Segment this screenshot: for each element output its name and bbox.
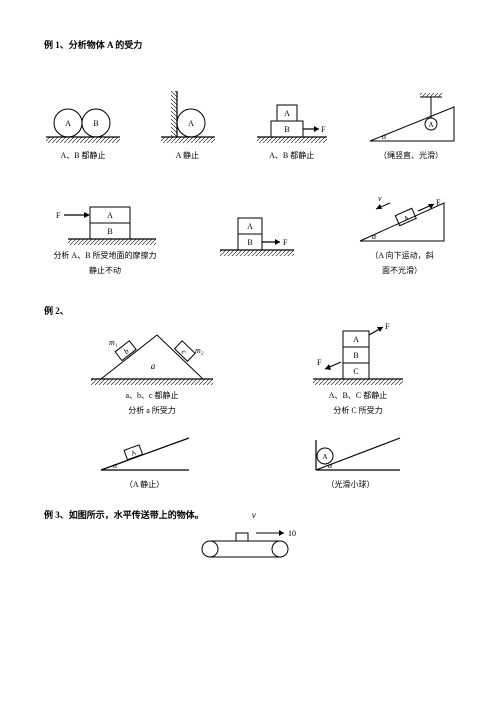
label-m2: m₂	[195, 346, 204, 355]
label-b: B	[284, 125, 289, 134]
ex1-r1-c1: A B A、B 都静止	[44, 103, 122, 161]
ex1-r2-c1-cap2: 静止不动	[89, 266, 121, 276]
ex1-r2-c3: α A v F （A 向下运动，斜 面不光滑）	[354, 195, 450, 276]
ex1-heading: 例 1、分析物体 A 的受力	[44, 38, 456, 51]
fig-ball-incline-string: A α	[366, 93, 456, 147]
fig-f-stack: A B F	[50, 201, 160, 247]
ex2-r1-c1-cap2: 分析 a 所受力	[128, 406, 176, 416]
ex2-row2: α A （A 静止） α A （光滑小球）	[44, 432, 456, 490]
label-v: v	[252, 510, 256, 520]
label-m1: m₁	[109, 338, 118, 347]
fig-conveyor: 10	[190, 527, 310, 561]
label-a-block: a	[151, 361, 156, 371]
ex1-r1-c1-cap: A、B 都静止	[60, 151, 105, 161]
ex3-fig-wrap: 10	[44, 527, 456, 561]
label-a: A	[65, 119, 71, 128]
ex2-r2-c2-cap: （光滑小球）	[327, 480, 375, 490]
ex1-r2-c2: A B F	[214, 214, 300, 258]
label-a: A	[322, 453, 327, 461]
ex1-r1-c4: A α （绳竖直、光滑）	[366, 93, 456, 161]
label-a: A	[247, 222, 253, 231]
ex1-r1-c4-cap: （绳竖直、光滑）	[379, 151, 443, 161]
ex2-r1-c1: a b m₁ c m₂ a、b、c 都静止 分析 a 所受力	[87, 325, 217, 416]
label-a: A	[428, 121, 433, 129]
ex2-r2-c1: α A （A 静止）	[95, 432, 195, 490]
label-a: A	[129, 449, 136, 458]
ex1-r2-c1-cap1: 分析 A、B 所受地面的摩擦力	[53, 251, 156, 261]
ex2-heading: 例 2、	[44, 304, 456, 317]
label-a: A	[353, 335, 359, 344]
label-a: A	[284, 109, 290, 118]
fig-stacked-f: A B F	[253, 97, 331, 147]
fig-two-circles: A B	[44, 103, 122, 147]
ex1-r1-c2: A A 静止	[157, 89, 217, 161]
ex2-row1: a b m₁ c m₂ a、b、c 都静止 分析 a 所受力 A B C	[44, 321, 456, 416]
ex2-r1-c2: A B C F F A、B、C 都静止 分析 C 所受力	[303, 321, 413, 416]
ex1-row1: A B A、B 都静止 A A 静止 A B	[44, 89, 456, 161]
label-c: C	[353, 367, 358, 376]
label-b: B	[107, 227, 112, 236]
ex1-r1-c3: A B F A、B 都静止	[253, 97, 331, 161]
fig-block-incline-vf: α A v F	[354, 195, 450, 247]
ex2-r2-c1-cap: （A 静止）	[125, 480, 164, 490]
ex2-r1-c2-cap1: A、B、C 都静止	[329, 391, 387, 401]
ex2-r1-c1-cap1: a、b、c 都静止	[125, 391, 178, 401]
fig-wedge-abc: a b m₁ c m₂	[87, 325, 217, 387]
ex3-row: 例 3、如图所示，水平传送带上的物体。 v	[44, 508, 456, 521]
label-alpha: α	[382, 132, 387, 141]
ex1-r2-c3-cap2: 面不光滑）	[382, 266, 422, 276]
label-b: B	[353, 351, 358, 360]
label-v: v	[378, 195, 382, 203]
ex1-r1-c3-cap: A、B 都静止	[269, 151, 314, 161]
label-f: F	[283, 238, 288, 247]
fig-abc-stack: A B C F F	[303, 321, 413, 387]
fig-block-incline: α A	[95, 432, 195, 476]
ex2-r1-c2-cap2: 分析 C 所受力	[333, 406, 382, 416]
label-a: A	[188, 119, 194, 128]
fig-circle-wall: A	[157, 89, 217, 147]
ex1-r1-c2-cap: A 静止	[176, 151, 199, 161]
label-b: B	[93, 119, 98, 128]
label-f: F	[436, 198, 441, 207]
ex1-r2-c3-cap1: （A 向下运动，斜	[370, 251, 433, 261]
label-f: F	[56, 211, 61, 220]
ex1-row2: A B F 分析 A、B 所受地面的摩擦力 静止不动 A B F α	[44, 195, 456, 276]
label-alpha: α	[113, 461, 118, 470]
label-f: F	[321, 125, 326, 134]
fig-ball-corner: α A	[296, 432, 406, 476]
fig-stack-fright: A B F	[214, 214, 300, 258]
label-a: A	[107, 211, 113, 220]
label-ten: 10	[288, 529, 296, 538]
label-f: F	[385, 322, 390, 331]
label-b: B	[247, 238, 252, 247]
ex1-r2-c1: A B F 分析 A、B 所受地面的摩擦力 静止不动	[50, 201, 160, 276]
ex2-r2-c2: α A （光滑小球）	[296, 432, 406, 490]
label-f: F	[317, 358, 322, 367]
ex3-heading: 例 3、如图所示，水平传送带上的物体。	[44, 508, 204, 521]
